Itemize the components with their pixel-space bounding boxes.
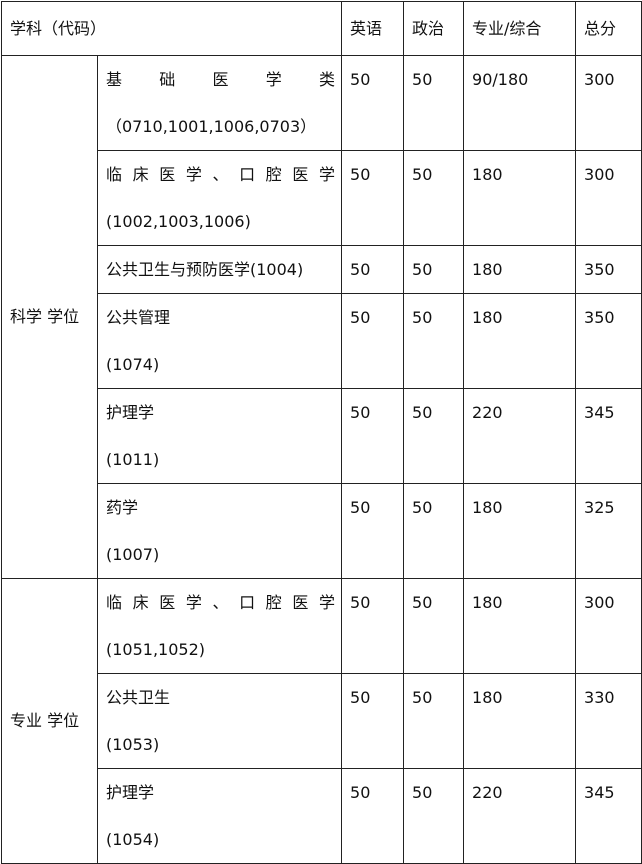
total-score: 325	[575, 483, 642, 579]
major-score: 220	[463, 388, 577, 484]
subject-cell: 护理学 (1011)	[96, 388, 343, 484]
english-score: 50	[341, 293, 405, 389]
subject-name: 护理学	[106, 403, 155, 422]
politics-score: 50	[403, 673, 465, 769]
major-score: 180	[463, 293, 577, 389]
subject-name: 基 础 医 学 类	[106, 70, 336, 89]
header-politics: 政治	[403, 1, 465, 56]
subject-name: 公共管理	[106, 308, 171, 327]
politics-score: 50	[403, 768, 465, 864]
subject-name: 临床医学、口腔医学	[106, 593, 336, 612]
degree-type: 科学 学位	[1, 55, 98, 579]
header-major: 专业/综合	[463, 1, 577, 56]
subject-name: 公共卫生	[106, 688, 171, 707]
table-row: 临床医学、口腔医学 (1002,1003,1006) 50 50 180 300	[2, 150, 642, 246]
header-english: 英语	[341, 1, 405, 56]
total-score: 300	[575, 55, 642, 151]
subject-cell: 护理学 (1054)	[96, 768, 343, 864]
english-score: 50	[341, 483, 405, 579]
subject-code: (1053)	[106, 735, 160, 754]
politics-score: 50	[403, 150, 465, 246]
english-score: 50	[341, 578, 405, 674]
table-row: 护理学 (1011) 50 50 220 345	[2, 388, 642, 484]
subject-code: （0710,1001,1006,0703）	[106, 117, 317, 136]
major-score: 180	[463, 245, 577, 294]
subject-name: 药学	[106, 498, 139, 517]
table-row: 药学 (1007) 50 50 180 325	[2, 483, 642, 579]
table-row: 科学 学位基 础 医 学 类（0710,1001,1006,0703） 50 50 9…	[1, 55, 642, 579]
total-score: 350	[575, 245, 642, 294]
major-score: 180	[463, 150, 577, 246]
english-score: 50	[341, 150, 405, 246]
degree-type: 专业 学位	[1, 578, 98, 864]
table-row: 公共卫生 (1053) 50 50 180 330	[2, 673, 642, 769]
total-score: 345	[575, 768, 642, 864]
header-subject: 学科（代码）	[0, 1, 343, 56]
total-score: 300	[575, 150, 642, 246]
subject-cell: 基 础 医 学 类 （0710,1001,1006,0703）	[96, 55, 343, 151]
english-score: 50	[341, 245, 405, 294]
subject-cell: 药学 (1007)	[96, 483, 343, 579]
subject-code: (1074)	[106, 355, 160, 374]
subject-code: (1011)	[106, 450, 160, 469]
table-row: 专业 学位 临床医学、口腔医学 (1051,1052) 50 50 180 300	[1, 578, 642, 864]
table-row: 公共卫生与预防医学(1004) 50 50 180 350	[2, 245, 642, 294]
major-score: 180	[463, 578, 577, 674]
total-score: 345	[575, 388, 642, 484]
politics-score: 50	[403, 293, 465, 389]
politics-score: 50	[403, 388, 465, 484]
subject-cell: 公共管理 (1074)	[96, 293, 343, 389]
subject-code: (1054)	[106, 830, 160, 849]
subject-name: 临床医学、口腔医学	[106, 165, 336, 184]
english-score: 50	[341, 768, 405, 864]
politics-score: 50	[403, 55, 465, 151]
subject-cell: 公共卫生与预防医学(1004)	[96, 245, 343, 294]
subject-code: (1051,1052)	[106, 640, 206, 659]
subject-name: 护理学	[106, 783, 155, 802]
politics-score: 50	[403, 483, 465, 579]
header-total: 总分	[575, 1, 642, 56]
major-score: 90/180	[463, 55, 577, 151]
subject-cell: 临床医学、口腔医学 (1002,1003,1006)	[96, 150, 343, 246]
subject-name: 公共卫生与预防医学(1004)	[106, 260, 304, 279]
total-score: 330	[575, 673, 642, 769]
header-row: 学科（代码） 英语 政治 专业/综合 总分	[0, 1, 642, 56]
subject-code: (1002,1003,1006)	[106, 212, 251, 231]
politics-score: 50	[403, 578, 465, 674]
total-score: 350	[575, 293, 642, 389]
subject-cell: 临床医学、口腔医学 (1051,1052)	[96, 578, 343, 674]
major-score: 180	[463, 673, 577, 769]
major-score: 180	[463, 483, 577, 579]
politics-score: 50	[403, 245, 465, 294]
english-score: 50	[341, 388, 405, 484]
english-score: 50	[341, 673, 405, 769]
major-score: 220	[463, 768, 577, 864]
subject-code: (1007)	[106, 545, 160, 564]
table-row: 公共管理 (1074) 50 50 180 350	[2, 293, 642, 389]
subject-cell: 公共卫生 (1053)	[96, 673, 343, 769]
total-score: 300	[575, 578, 642, 674]
table-row: 护理学 (1054) 50 50 220 345	[2, 768, 642, 864]
english-score: 50	[341, 55, 405, 151]
